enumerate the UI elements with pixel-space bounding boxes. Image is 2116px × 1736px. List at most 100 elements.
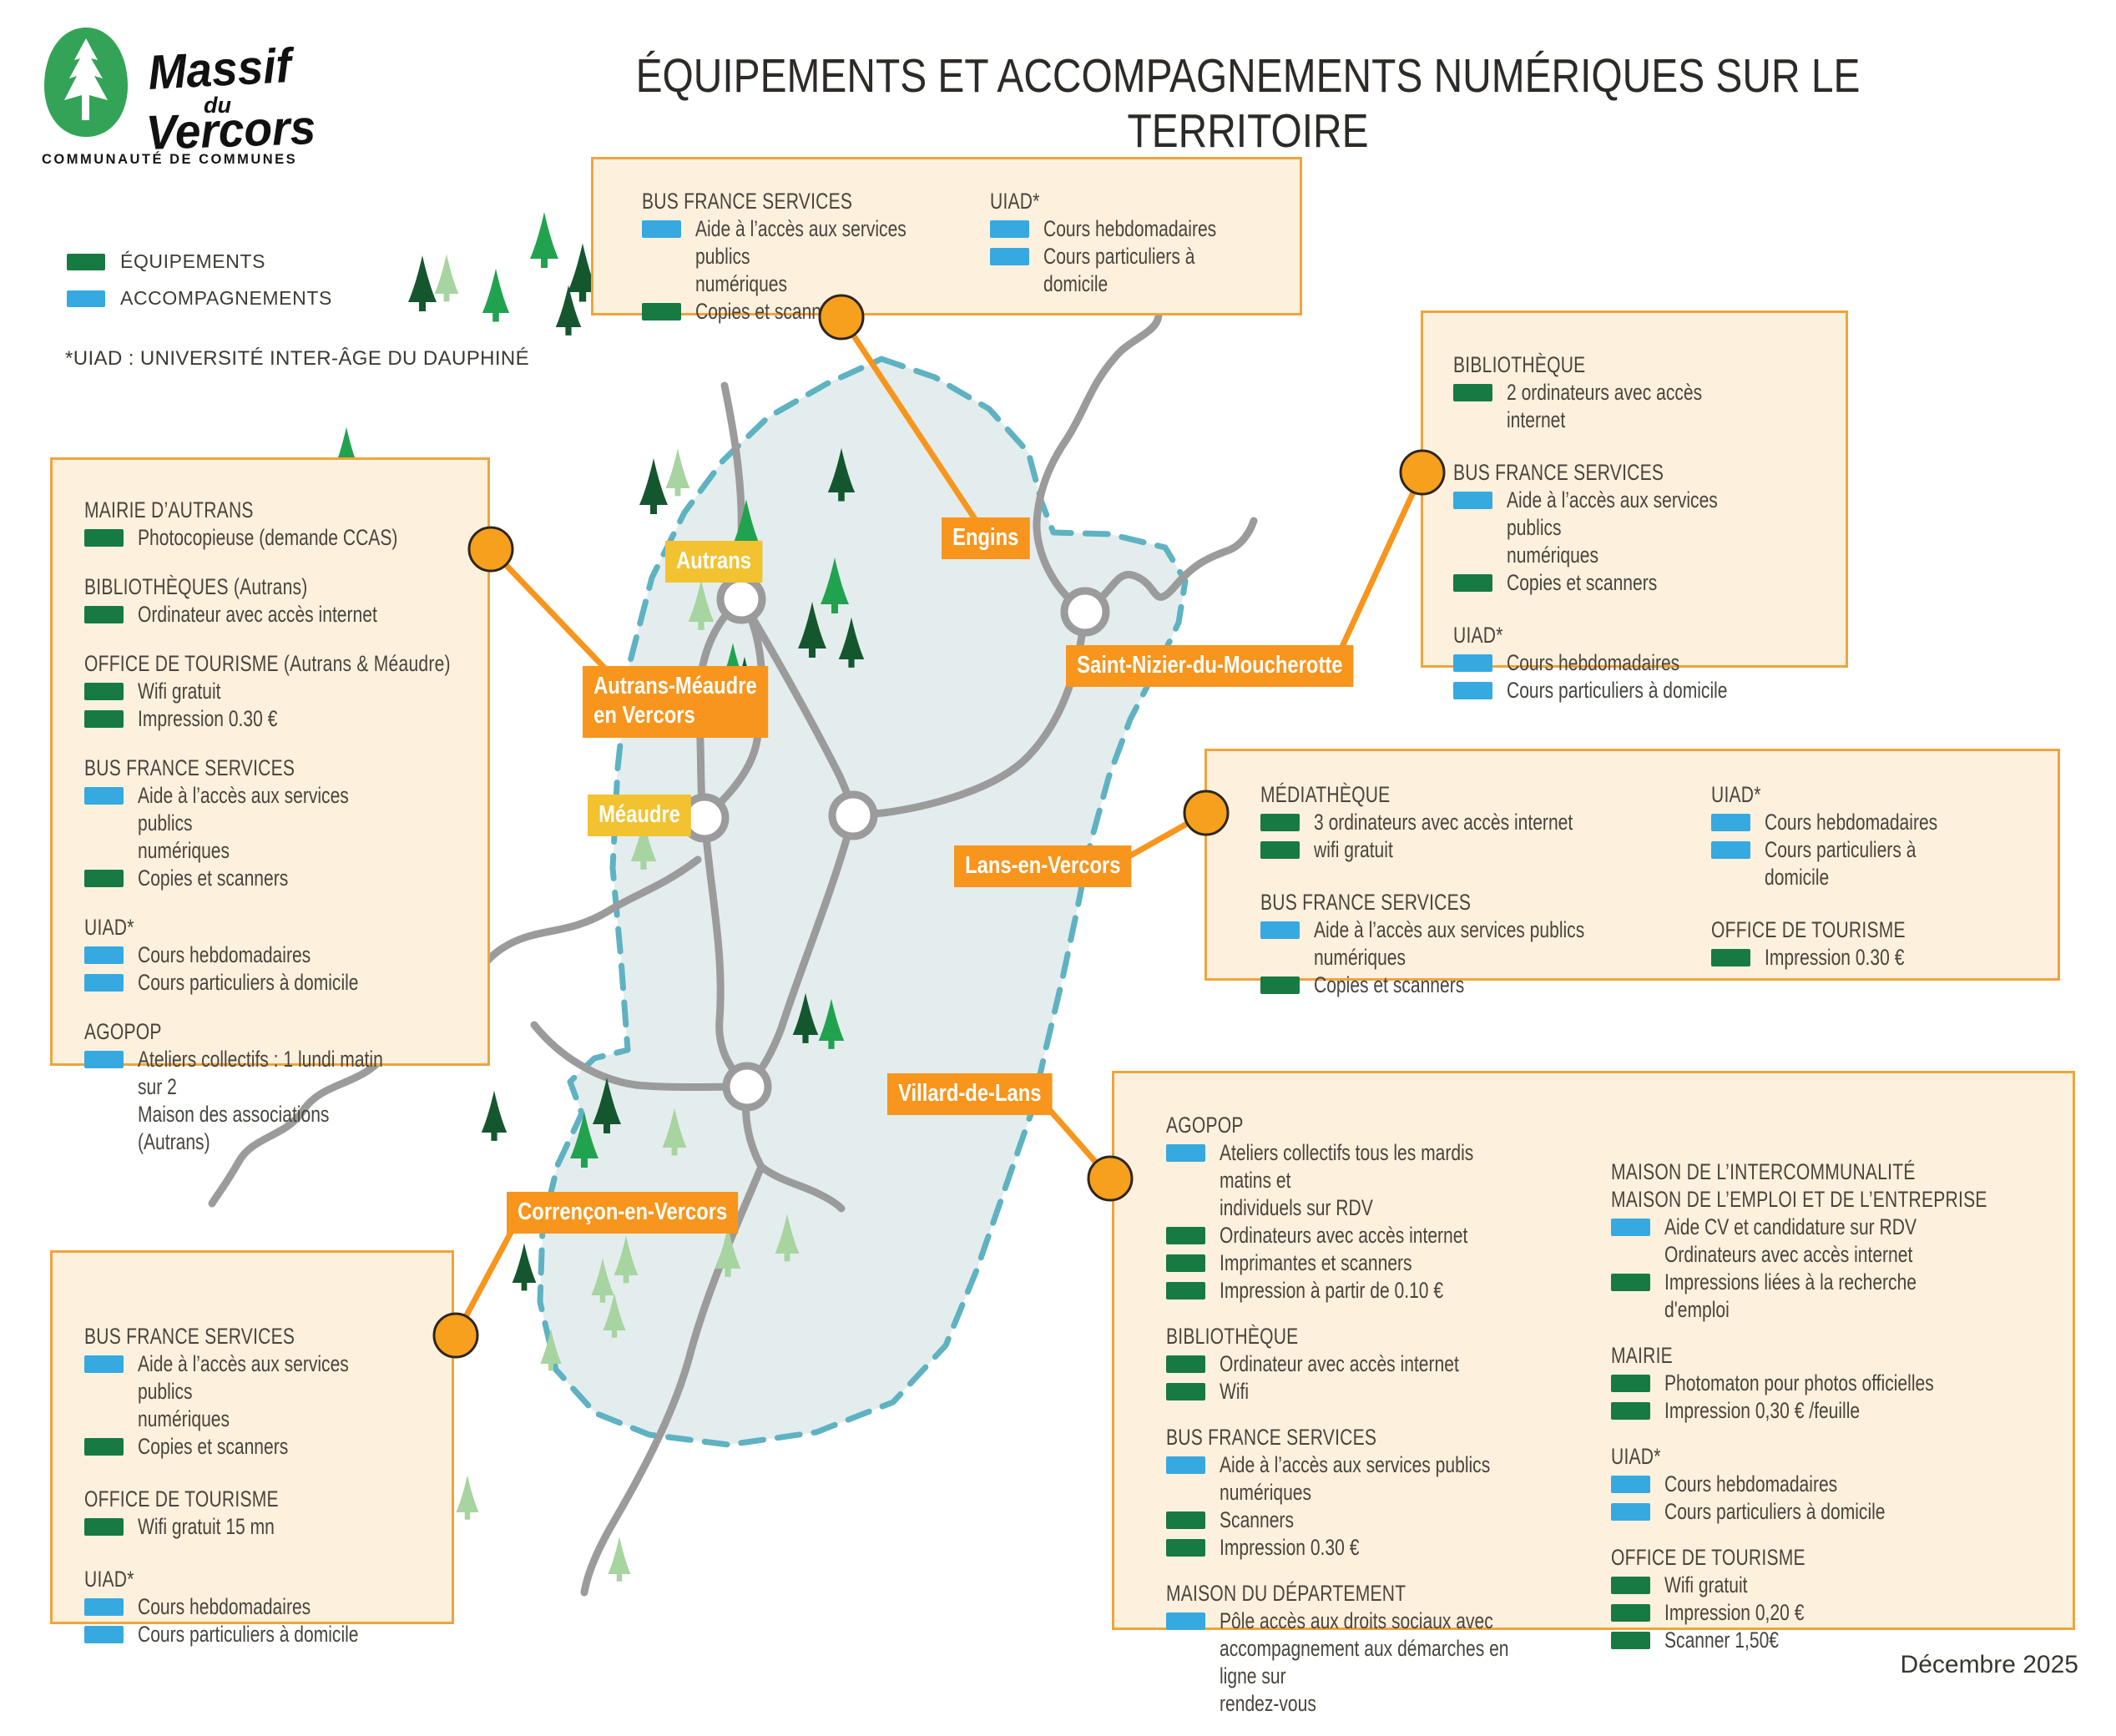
service-item: Aide à l’accès aux services publics numé… xyxy=(1453,487,1832,569)
equipment-swatch xyxy=(642,303,681,320)
service-item-text: Wifi gratuit xyxy=(138,679,221,704)
service-heading: UIAD* xyxy=(1710,782,1761,807)
service-item: Cours hebdomadaires xyxy=(84,941,479,969)
service-item: Impression 0.30 € xyxy=(84,705,479,733)
service-item: Impression 0,30 € /feuille xyxy=(1611,1397,2061,1425)
info-box-engins: BUS FRANCE SERVICES Aide à l’accès aux se… xyxy=(591,157,1302,324)
info-column: UIAD* Cours hebdomadaires Cours particulie… xyxy=(989,188,1283,298)
tree-icon xyxy=(665,448,690,497)
support-swatch xyxy=(1453,682,1492,699)
logo-name-du: du xyxy=(204,93,231,118)
logo-name-vercors: Vercors xyxy=(144,99,317,160)
equipment-swatch xyxy=(84,710,124,728)
equipment-swatch xyxy=(84,606,124,623)
service-heading: MÉDIATHÈQUE xyxy=(1260,782,1391,807)
support-swatch xyxy=(1166,1456,1205,1474)
service-section: UIAD* Cours hebdomadaires Cours particulie… xyxy=(1710,781,2044,891)
equipment-swatch xyxy=(1166,1254,1205,1272)
service-item: Cours hebdomadaires xyxy=(84,1593,443,1621)
service-heading: BUS FRANCE SERVICES xyxy=(1453,460,1664,485)
equipment-swatch xyxy=(1260,841,1300,859)
service-item-text: Copies et scanners xyxy=(138,865,289,891)
tree-icon xyxy=(530,212,558,268)
service-item-text: Ordinateurs avec accès internet xyxy=(1220,1223,1468,1248)
equipment-swatch xyxy=(1710,949,1750,966)
service-heading: BUS FRANCE SERVICES xyxy=(84,1324,295,1349)
equipment-swatch xyxy=(1453,384,1492,401)
service-item-text: Scanners xyxy=(1220,1507,1294,1532)
service-section: BIBLIOTHÈQUE Ordinateur avec accès intern… xyxy=(1166,1323,1611,1405)
service-item-text: Cours particuliers à domicile xyxy=(1764,837,1917,890)
town-label-meaudre: Méaudre xyxy=(588,795,692,837)
info-column: BUS FRANCE SERVICES Aide à l’accès aux se… xyxy=(642,188,990,326)
service-item: Pôle accès aux droits sociaux avec accom… xyxy=(1166,1607,1611,1718)
road xyxy=(1081,517,1258,616)
service-item-text: Ordinateur avec accès internet xyxy=(138,602,377,627)
service-item-text: Cours particuliers à domicile xyxy=(1507,678,1728,703)
equipment-swatch xyxy=(1166,1539,1205,1557)
service-item-text: Wifi xyxy=(1220,1379,1250,1404)
tree-icon xyxy=(481,1090,508,1141)
info-box-autrans-meaudre: MAIRIE D’AUTRANS Photocopieuse (demande C… xyxy=(50,457,490,1154)
service-item-text: Ordinateur avec accès internet xyxy=(1220,1351,1459,1376)
service-section: MÉDIATHÈQUE 3 ordinateurs avec accès inte… xyxy=(1260,781,1711,864)
service-section: AGOPOP Ateliers collectifs : 1 lundi mati… xyxy=(84,1018,479,1156)
equipment-swatch xyxy=(1611,1402,1651,1420)
service-item-text: Cours hebdomadaires xyxy=(1507,650,1680,675)
service-heading: OFFICE DE TOURISME (Autrans & Méaudre) xyxy=(84,651,451,676)
service-heading: MAISON DE L’INTERCOMMUNALITÉ MAISON DE L… xyxy=(1611,1159,1987,1212)
equipment-swatch xyxy=(1166,1383,1205,1400)
service-section: UIAD* Cours hebdomadaires Cours particulie… xyxy=(989,188,1283,298)
service-section: OFFICE DE TOURISME Impression 0.30 € xyxy=(1710,916,2044,971)
support-swatch xyxy=(84,787,124,805)
tree-icon xyxy=(639,458,668,514)
service-heading: BIBLIOTHÈQUES (Autrans) xyxy=(84,574,308,599)
equipment-swatch xyxy=(1166,1282,1205,1299)
service-item: Impression à partir de 0.10 € xyxy=(1166,1277,1611,1305)
equipment-swatch xyxy=(84,683,124,700)
info-column: MAISON DE L’INTERCOMMUNALITÉ MAISON DE L… xyxy=(1611,1158,2061,1673)
support-swatch xyxy=(642,220,681,238)
service-item-text: Cours hebdomadaires xyxy=(1043,216,1216,241)
equipment-swatch xyxy=(67,253,105,270)
service-section: BUS FRANCE SERVICES Aide à l’accès aux se… xyxy=(1453,459,1832,597)
legend-accompagnements: ACCOMPAGNEMENTS xyxy=(67,287,332,310)
support-swatch xyxy=(1453,492,1492,509)
service-item-text: Aide à l’accès aux services publics numé… xyxy=(695,216,906,296)
service-item: Ordinateur avec accès internet xyxy=(1166,1350,1611,1378)
town-label-engins: Engins xyxy=(942,517,1030,560)
service-item-text: Aide à l’accès aux services publics numé… xyxy=(138,783,349,863)
equipment-swatch xyxy=(84,870,124,887)
equipment-swatch xyxy=(1260,814,1300,831)
equipment-swatch xyxy=(1453,574,1492,592)
service-item-text: Copies et scanners xyxy=(1314,972,1465,997)
tree-icon xyxy=(512,1243,537,1291)
service-heading: AGOPOP xyxy=(1166,1113,1244,1138)
service-item: Aide à l’accès aux services publics numé… xyxy=(642,215,990,298)
support-swatch xyxy=(989,248,1029,265)
support-swatch xyxy=(1453,654,1492,672)
legend-equipements-label: ÉQUIPEMENTS xyxy=(120,250,266,272)
service-heading: MAIRIE xyxy=(1611,1343,1674,1368)
service-heading: OFFICE DE TOURISME xyxy=(1710,917,1906,942)
service-section: UIAD* Cours hebdomadaires Cours particulie… xyxy=(84,1566,443,1648)
service-item: 2 ordinateurs avec accès internet xyxy=(1453,379,1832,434)
support-swatch xyxy=(989,220,1029,238)
service-item: Scanners xyxy=(1166,1506,1611,1534)
service-item-text: Cours hebdomadaires xyxy=(138,942,311,967)
service-item: Aide à l’accès aux services publics numé… xyxy=(84,1350,443,1433)
service-section: UIAD* Cours hebdomadaires Cours particulie… xyxy=(1611,1443,2061,1526)
logo-name-massif: Massif xyxy=(146,38,293,100)
info-box-saint-nizier: BIBLIOTHÈQUE 2 ordinateurs avec accès int… xyxy=(1421,310,1848,703)
tree-icon xyxy=(408,255,437,311)
service-item-text: 3 ordinateurs avec accès internet xyxy=(1314,810,1573,835)
service-section: BIBLIOTHÈQUE 2 ordinateurs avec accès int… xyxy=(1453,351,1832,434)
service-item: wifi gratuit xyxy=(1260,836,1711,864)
road xyxy=(530,1021,751,1091)
town-label-saint-nizier: Saint-Nizier-du-Moucherotte xyxy=(1066,645,1354,688)
service-item: Cours particuliers à domicile xyxy=(1611,1498,2061,1526)
service-item-text: Aide à l’accès aux services publics numé… xyxy=(138,1351,349,1431)
equipment-swatch xyxy=(1260,976,1300,994)
support-swatch xyxy=(84,946,124,964)
town-label-correncon: Corrençon-en-Vercors xyxy=(507,1192,739,1234)
